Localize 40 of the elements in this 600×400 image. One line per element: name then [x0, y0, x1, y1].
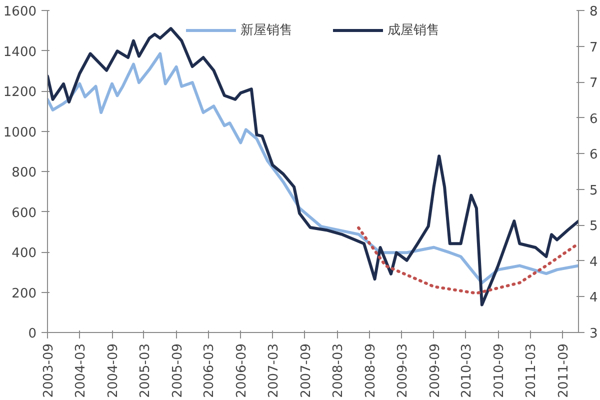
y-tick-label: 1200: [3, 85, 37, 100]
x-tick-label: 2010-03: [460, 343, 475, 398]
x-tick-label: 2005-09: [170, 343, 186, 398]
x-tick-label: 2005-03: [138, 343, 153, 398]
x-tick-label: 2008-09: [363, 343, 378, 398]
x-tick-label: 2004-09: [106, 343, 122, 398]
y-tick-label: 1000: [3, 125, 37, 140]
legend-label: 成屋销售: [388, 22, 440, 39]
line-series: [357, 226, 578, 295]
y-tick-label: 1400: [3, 44, 37, 60]
y2-tick-label: 7: [590, 76, 598, 92]
x-tick-label: 2006-09: [234, 343, 250, 398]
x-tick-label: 2011-09: [556, 343, 572, 398]
x-tick-label: 2008-03: [331, 343, 346, 398]
x-tick-label: 2009-09: [428, 343, 443, 398]
y-tick-label: 0: [28, 326, 37, 342]
y2-tick-label: 7: [590, 40, 598, 56]
line-series: [48, 52, 578, 284]
y2-tick-label: 5: [590, 219, 598, 234]
y2-tick-label: 3: [590, 326, 598, 342]
y-tick-label: 1600: [3, 4, 37, 20]
x-tick-label: 2006-03: [202, 343, 218, 398]
x-tick-label: 2010-09: [492, 343, 508, 398]
y2-tick-label: 6: [590, 112, 598, 127]
x-tick-label: 2007-03: [266, 343, 282, 398]
y2-tick-label: 6: [590, 148, 598, 163]
y2-tick-label: 8: [590, 4, 598, 20]
y-tick-label: 200: [12, 286, 37, 302]
x-tick-label: 2007-09: [298, 343, 314, 398]
y2-tick-label: 4: [590, 290, 598, 306]
y-tick-label: 400: [12, 246, 37, 261]
y2-tick-label: 5: [590, 183, 598, 198]
x-tick-label: 2009-03: [395, 343, 410, 398]
x-tick-label: 2003-09: [42, 343, 56, 398]
x-tick-label: 2011-03: [524, 343, 540, 398]
y-tick-label: 800: [12, 166, 37, 180]
y2-tick-label: 4: [590, 254, 598, 270]
x-tick-label: 2004-03: [74, 343, 89, 398]
legend-label: 新屋销售: [240, 22, 292, 39]
y-tick-label: 600: [12, 206, 37, 221]
